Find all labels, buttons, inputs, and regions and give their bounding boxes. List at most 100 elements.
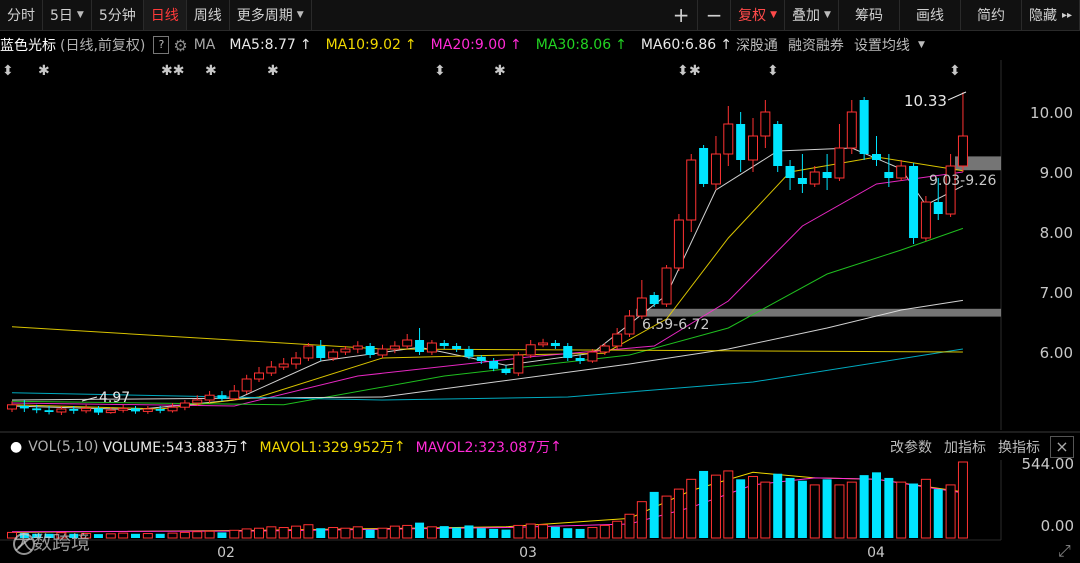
volume-bar-up [710,474,721,539]
candle-body-up [636,297,647,317]
price-axis: 10.00 9.00 8.00 7.00 6.00 [1000,60,1073,430]
volume-bar-up [118,532,129,539]
volume-bar-up [328,527,339,539]
candle-body-up [7,404,17,410]
close-icon[interactable]: × [1050,436,1074,458]
event-marker[interactable]: ✱ [38,63,50,79]
ma20-value: MA20:9.00 [430,37,507,53]
candle-body-up [809,171,820,185]
volume-bar-up [673,488,684,539]
candle-body-down [365,346,375,355]
ma30-arrow-icon: ↑ [615,37,627,53]
hide-label: 隐藏 [1028,8,1057,24]
mavol2-value: MAVOL2:323.087万 [415,440,551,456]
draw-line-button[interactable]: 画线 [900,0,961,30]
volume-bar-down [933,489,943,538]
tab-more-periods[interactable]: 更多周期 ▼ [230,0,312,30]
event-marker[interactable]: ⬍ [767,63,779,79]
volume-bar-up [525,523,536,539]
volume-bar-down [19,533,29,538]
tab-weekly-label: 周线 [193,8,222,24]
volume-bar-down [859,475,869,538]
volume-bar-down [872,472,881,538]
candle-body-down [736,124,746,160]
candle-body-up [340,348,351,353]
candle-body-up [723,123,734,155]
volume-bar-up [896,481,907,539]
candle-body-up [513,354,524,374]
candle-body-up [303,345,314,359]
upper-zone-label: 9.03-9.26 [929,173,996,189]
volume-indicator-label: VOL(5,10) [28,439,99,455]
candle-body-down [489,361,499,369]
volume-bar-up [809,484,820,539]
event-marker[interactable]: ✱ [205,63,217,79]
link-margin-trading[interactable]: 融资融券 [787,38,844,54]
adjust-price-button[interactable]: 复权 ▼ [731,0,786,30]
gear-icon[interactable]: ⚙ [173,35,188,55]
zoom-out-button[interactable]: − [698,0,732,30]
tab-5min[interactable]: 5分钟 [92,0,144,30]
overlay-button[interactable]: 叠加 ▼ [785,0,839,30]
event-marker[interactable]: ⬍ [949,63,961,79]
candlesticks [7,92,968,415]
tab-daily[interactable]: 日线 [143,0,187,30]
link-ma-settings[interactable]: 设置均线 [853,38,910,54]
zoom-in-button[interactable]: + [665,0,699,30]
candle-body-up [673,219,684,269]
candle-body-down [575,358,585,361]
high-price-label: 10.33 [904,92,947,110]
volume-bar-up [957,461,968,539]
ma10-arrow-icon: ↑ [404,37,417,53]
volume-bar-up [179,531,190,539]
high-price-pointer [947,91,967,101]
candle-body-up [352,345,363,350]
y-tick-label: 9.00 [1040,164,1073,182]
hide-button[interactable]: 隐藏 ▸▸ [1022,0,1080,30]
mavol1-arrow-icon: ↑ [393,439,406,455]
simple-mode-button[interactable]: 简约 [961,0,1022,30]
tab-5day[interactable]: 5日 ▼ [43,0,92,30]
chips-button[interactable]: 筹码 [839,0,900,30]
tab-daily-label: 日线 [150,8,179,24]
x-tick-label: 04 [867,545,885,561]
volume-bar-up [661,495,672,539]
minus-icon: − [705,3,723,27]
candle-body-down [155,409,165,411]
volume-bar-down [217,532,227,538]
overlay-label: 叠加 [792,8,821,24]
tab-intraday[interactable]: 分时 [0,0,43,30]
tab-5min-label: 5分钟 [98,8,136,24]
candle-body-down [415,340,425,352]
volume-bar-down [476,528,486,538]
candle-body-down [32,408,42,411]
candle-body-down [452,346,462,349]
event-marker[interactable]: ⬍ [434,63,446,79]
switch-indicator-button[interactable]: 换指标 [998,440,1040,456]
add-indicator-button[interactable]: 加指标 [944,440,986,456]
event-marker[interactable]: ✱ [689,63,701,79]
candle-body-up [426,342,437,353]
volume-bar-up [920,478,931,539]
volume-bar-down [131,533,140,538]
volume-bar-up [389,525,400,539]
volume-bar-up [402,524,413,539]
help-icon[interactable]: ? [153,36,170,54]
expand-icon[interactable]: ⤢ [1058,541,1071,560]
volume-bar-down [649,491,659,538]
candle-body-down [464,349,474,357]
event-marker[interactable]: ✱✱ [161,63,184,79]
edit-params-button[interactable]: 改参数 [890,440,932,456]
event-marker[interactable]: ✱ [494,63,506,79]
event-marker[interactable]: ⬍ [2,63,14,79]
event-marker[interactable]: ⬍ [677,63,689,79]
tab-intraday-label: 分时 [7,8,35,24]
candle-body-up [957,135,968,167]
candle-body-down [316,346,326,358]
volume-legend: ● VOL(5,10) VOLUME:543.883万 ↑ MAVOL1:329.… [0,436,1080,458]
volume-bar-up [513,524,524,539]
candle-body-down [131,408,140,412]
link-stock-connect[interactable]: 深股通 [735,38,778,54]
event-marker[interactable]: ✱ [267,63,279,79]
tab-weekly[interactable]: 周线 [187,0,230,30]
